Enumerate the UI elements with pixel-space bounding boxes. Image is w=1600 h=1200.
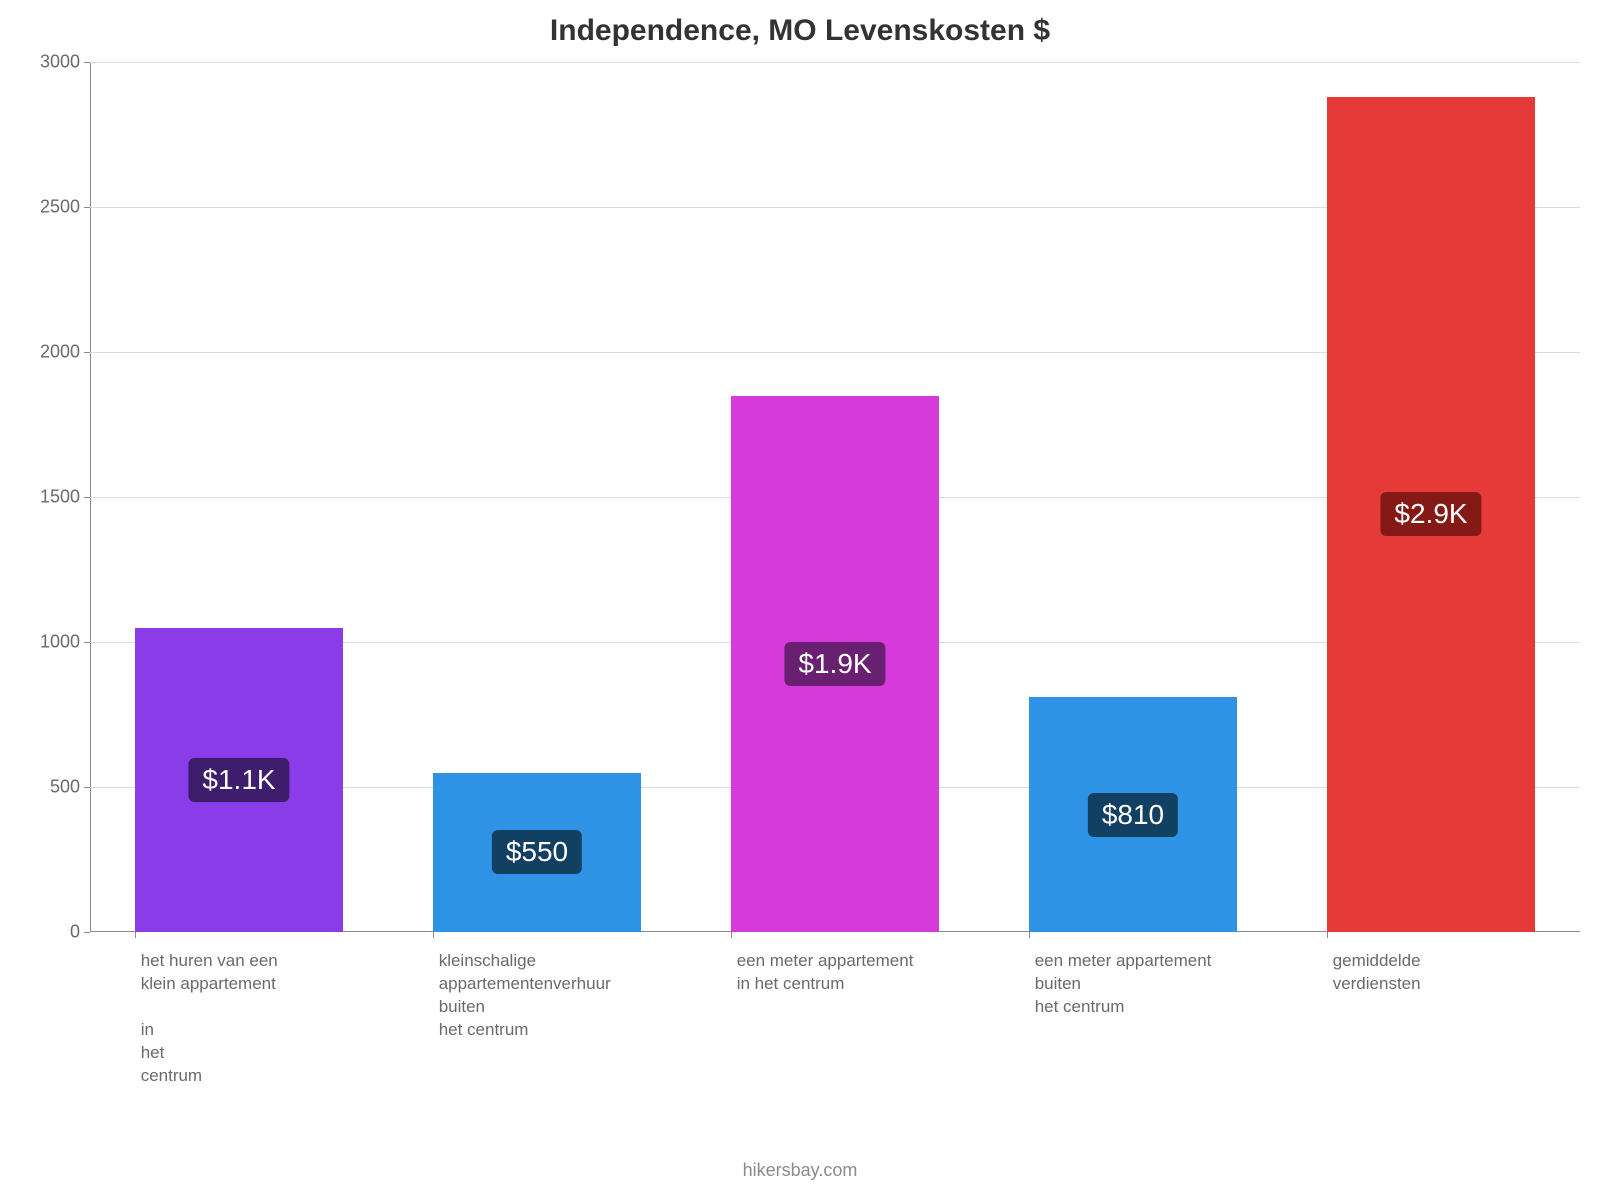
y-tick-label: 2000	[40, 342, 90, 363]
cost-of-living-chart: Independence, MO Levenskosten $ 05001000…	[0, 0, 1600, 1200]
y-tick-label: 1500	[40, 487, 90, 508]
bar-value-badge: $2.9K	[1380, 492, 1481, 536]
x-category-label: kleinschaligeappartementenverhuurbuitenh…	[439, 950, 708, 1042]
x-tick-mark	[1327, 932, 1328, 938]
x-category-label: een meter appartementbuitenhet centrum	[1035, 950, 1304, 1019]
bar: $810	[1029, 697, 1238, 932]
plot-area: 050010001500200025003000$1.1Khet huren v…	[90, 62, 1580, 932]
grid-line	[90, 62, 1580, 63]
x-tick-mark	[135, 932, 136, 938]
y-tick-label: 1000	[40, 632, 90, 653]
bar-value-badge: $810	[1088, 793, 1178, 837]
y-tick-label: 0	[70, 922, 90, 943]
bar: $2.9K	[1327, 97, 1536, 932]
x-category-label: het huren van eenklein appartement inhet…	[141, 950, 410, 1088]
y-tick-label: 2500	[40, 197, 90, 218]
bar-value-badge: $1.9K	[784, 642, 885, 686]
bar-value-badge: $550	[492, 830, 582, 874]
x-tick-mark	[433, 932, 434, 938]
chart-footer: hikersbay.com	[0, 1160, 1600, 1181]
y-tick-label: 500	[50, 777, 90, 798]
bar: $1.1K	[135, 628, 344, 933]
bar: $1.9K	[731, 396, 940, 933]
y-tick-label: 3000	[40, 52, 90, 73]
x-tick-mark	[1029, 932, 1030, 938]
bar: $550	[433, 773, 642, 933]
x-category-label: gemiddeldeverdiensten	[1333, 950, 1600, 996]
bar-value-badge: $1.1K	[188, 758, 289, 802]
x-category-label: een meter appartementin het centrum	[737, 950, 1006, 996]
x-tick-mark	[731, 932, 732, 938]
chart-title: Independence, MO Levenskosten $	[0, 14, 1600, 48]
